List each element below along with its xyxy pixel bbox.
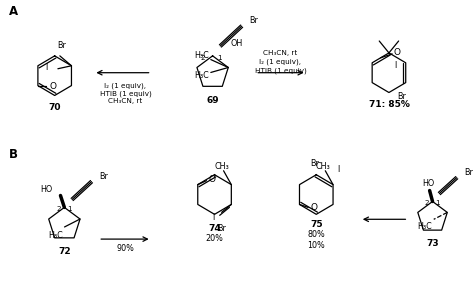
Text: 73: 73: [426, 239, 439, 248]
Text: HTIB (1 equiv): HTIB (1 equiv): [100, 90, 151, 97]
Text: 69: 69: [206, 96, 219, 105]
Text: Br: Br: [57, 41, 66, 50]
Text: H₃C: H₃C: [48, 231, 63, 240]
Text: H₃C: H₃C: [194, 71, 209, 80]
Text: 74: 74: [208, 224, 221, 233]
Text: B: B: [9, 148, 18, 162]
Text: I: I: [46, 63, 48, 72]
Text: I₂ (1 equiv),: I₂ (1 equiv),: [104, 82, 146, 89]
Text: 1: 1: [435, 200, 440, 206]
Text: CH₃: CH₃: [214, 162, 229, 171]
Text: O: O: [393, 48, 401, 57]
Text: Br: Br: [249, 16, 258, 25]
Text: O: O: [50, 82, 57, 91]
Text: Br: Br: [99, 172, 108, 181]
Text: H₃C: H₃C: [194, 51, 209, 60]
Text: I₂ (1 equiv),: I₂ (1 equiv),: [259, 58, 301, 65]
Text: O: O: [209, 175, 216, 184]
Text: CH₃CN, rt: CH₃CN, rt: [263, 50, 298, 56]
Text: 2: 2: [200, 55, 205, 61]
Text: O: O: [310, 203, 318, 212]
Text: 1: 1: [218, 55, 222, 61]
Text: I: I: [337, 165, 340, 174]
Text: 71: 85%: 71: 85%: [368, 100, 410, 109]
Text: Br: Br: [465, 168, 474, 177]
Text: HO: HO: [40, 185, 53, 194]
Text: CH₃CN, rt: CH₃CN, rt: [108, 98, 143, 104]
Text: Br: Br: [397, 92, 406, 101]
Text: I: I: [213, 213, 215, 222]
Text: 10%: 10%: [308, 241, 325, 250]
Text: 75: 75: [310, 220, 323, 229]
Text: 72: 72: [58, 247, 71, 256]
Text: HO: HO: [422, 179, 435, 188]
Text: HTIB (1 equiv): HTIB (1 equiv): [255, 68, 306, 74]
Text: 90%: 90%: [117, 244, 134, 253]
Text: OH: OH: [230, 40, 242, 49]
Text: 2: 2: [424, 200, 429, 206]
Text: H₃C: H₃C: [417, 222, 432, 231]
Text: 1: 1: [67, 206, 72, 212]
Text: A: A: [9, 5, 18, 18]
Text: Br: Br: [310, 159, 319, 168]
Text: Br: Br: [217, 224, 226, 233]
Text: 20%: 20%: [206, 234, 223, 243]
Text: 2: 2: [56, 206, 61, 212]
Text: I: I: [394, 61, 396, 70]
Text: 70: 70: [48, 103, 61, 112]
Text: CH₃: CH₃: [316, 162, 331, 171]
Text: 80%: 80%: [308, 230, 325, 239]
